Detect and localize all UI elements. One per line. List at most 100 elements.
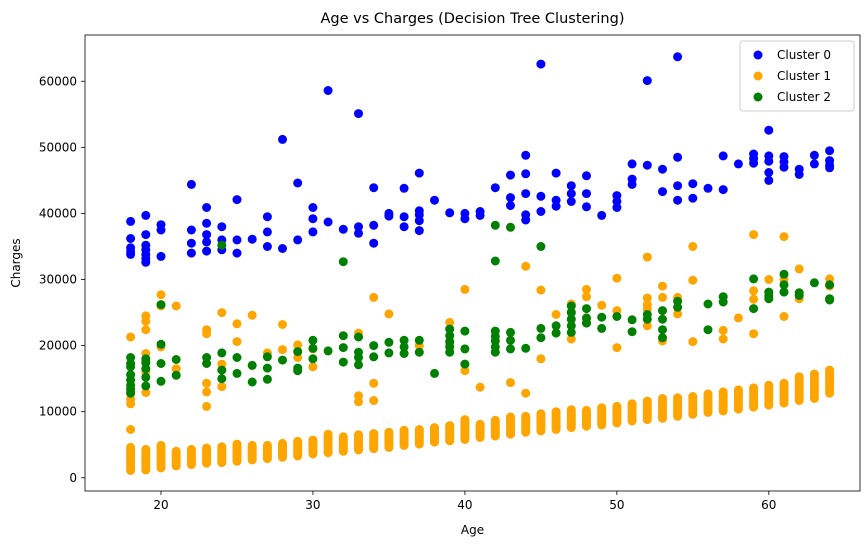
data-point [126, 388, 136, 398]
data-point [688, 242, 698, 251]
data-point [779, 162, 789, 172]
data-point [369, 183, 379, 193]
data-point [278, 244, 287, 253]
data-point [764, 156, 774, 166]
x-tick-label: 60 [761, 498, 776, 512]
data-point [186, 444, 196, 454]
data-point [171, 301, 181, 311]
data-point [126, 234, 136, 243]
data-point [232, 337, 242, 347]
data-point [338, 257, 348, 267]
data-point [566, 321, 576, 331]
data-point [642, 321, 652, 331]
data-point [156, 339, 166, 349]
y-tick-label: 60000 [39, 74, 77, 88]
data-point [779, 287, 789, 297]
data-point [825, 280, 835, 290]
data-point [658, 281, 667, 291]
data-point [414, 335, 424, 345]
data-point [642, 396, 652, 406]
data-point [764, 294, 774, 304]
data-point [642, 252, 652, 262]
data-point [202, 329, 212, 339]
data-point [460, 214, 470, 224]
legend: Cluster 0 Cluster 1 Cluster 2 [739, 40, 855, 112]
data-point [718, 185, 728, 195]
data-point [369, 396, 379, 405]
data-point [794, 372, 804, 382]
data-point [627, 315, 637, 325]
data-point [293, 366, 303, 376]
data-point [156, 251, 166, 261]
data-point [749, 294, 759, 304]
data-point [262, 242, 272, 251]
data-point [354, 397, 363, 407]
data-point [338, 224, 348, 234]
data-point [232, 368, 242, 378]
data-point [490, 415, 500, 425]
data-point [247, 234, 257, 244]
data-point [566, 301, 576, 311]
data-point [278, 438, 287, 448]
data-point [414, 347, 424, 357]
data-point [232, 319, 242, 329]
data-point [703, 299, 713, 309]
data-point [308, 227, 318, 237]
data-point [384, 309, 394, 319]
data-point [688, 179, 698, 189]
data-point [369, 378, 379, 388]
data-point [521, 343, 531, 353]
data-point [171, 370, 181, 380]
data-point [536, 59, 546, 69]
data-point [232, 439, 242, 449]
data-point [202, 203, 212, 212]
data-point [414, 226, 424, 236]
data-point [749, 383, 759, 393]
data-point [718, 334, 728, 344]
data-point [171, 364, 181, 374]
series-cluster-2 [126, 220, 835, 398]
data-point [566, 189, 576, 199]
data-point [703, 325, 713, 335]
chart-title: Age vs Charges (Decision Tree Clustering… [321, 11, 625, 27]
data-point [202, 387, 212, 397]
data-point [141, 257, 151, 267]
data-point [490, 183, 500, 193]
data-point [202, 237, 212, 247]
data-point [293, 347, 303, 357]
data-point [262, 440, 272, 450]
data-point [126, 425, 136, 434]
data-point [521, 388, 531, 398]
x-tick-label: 50 [609, 498, 624, 512]
data-point [658, 306, 667, 316]
data-point [779, 280, 789, 290]
data-point [475, 382, 485, 392]
y-tick-label: 10000 [39, 405, 77, 419]
data-point [156, 225, 166, 235]
data-point [247, 440, 257, 450]
data-point [460, 326, 470, 336]
data-point [293, 178, 303, 188]
data-point [186, 225, 196, 235]
data-point [566, 197, 576, 206]
data-point [764, 175, 774, 185]
y-tick-label: 50000 [39, 140, 77, 154]
data-point [506, 193, 515, 203]
data-point [293, 235, 303, 245]
data-point [156, 300, 166, 310]
data-point [703, 389, 713, 399]
data-point [764, 125, 774, 135]
data-point [506, 344, 515, 354]
data-point [642, 293, 652, 303]
legend-box [739, 40, 855, 112]
data-point [551, 328, 561, 338]
data-point [506, 335, 515, 345]
data-point [262, 352, 272, 362]
data-point [232, 353, 242, 362]
data-point [262, 227, 272, 237]
data-point [247, 377, 257, 387]
data-point [521, 150, 531, 160]
data-point [597, 300, 607, 310]
data-point [673, 195, 683, 205]
